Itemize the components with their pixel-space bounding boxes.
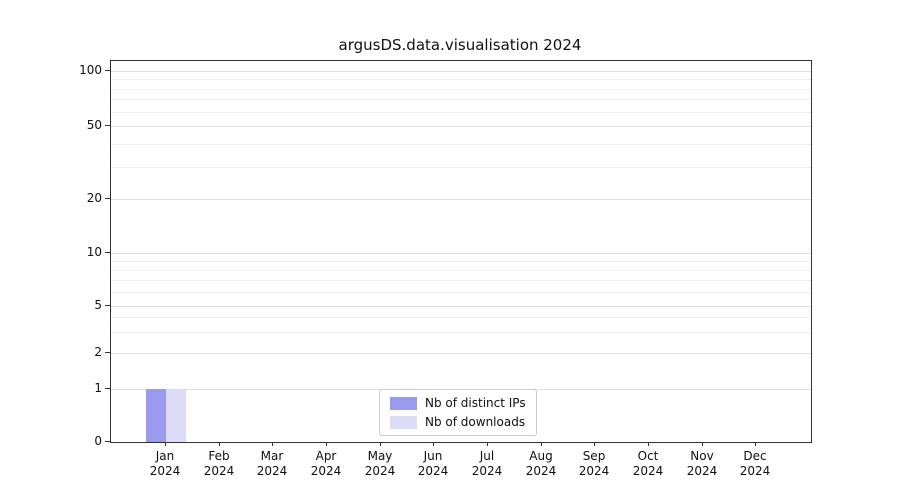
major-gridline bbox=[111, 71, 811, 72]
y-tick-label: 2 bbox=[94, 345, 102, 359]
x-tick-month: Mar bbox=[260, 449, 284, 463]
x-tick-month: Sep bbox=[582, 449, 606, 463]
y-tick-label: 20 bbox=[86, 191, 102, 205]
y-tick-mark bbox=[105, 252, 110, 253]
y-tick-label: 1 bbox=[94, 381, 102, 395]
y-tick-mark bbox=[105, 198, 110, 199]
x-tick-label: Jul 2024 bbox=[459, 449, 515, 479]
x-tick-mark bbox=[594, 442, 595, 446]
x-tick-year: 2024 bbox=[739, 464, 771, 478]
major-gridline bbox=[111, 253, 811, 254]
x-tick-label: Sep 2024 bbox=[566, 449, 622, 479]
x-tick-month: Jan bbox=[155, 449, 175, 463]
legend-label: Nb of distinct IPs bbox=[425, 396, 526, 410]
x-tick-month: Dec bbox=[743, 449, 767, 463]
x-tick-year: 2024 bbox=[471, 464, 503, 478]
y-tick-label: 50 bbox=[86, 118, 102, 132]
x-tick-month: Nov bbox=[690, 449, 714, 463]
y-tick-mark bbox=[105, 388, 110, 389]
legend-entry: Nb of distinct IPs bbox=[390, 396, 526, 410]
x-tick-month: Apr bbox=[315, 449, 337, 463]
x-tick-mark bbox=[755, 442, 756, 446]
x-tick-year: 2024 bbox=[578, 464, 610, 478]
x-tick-mark bbox=[648, 442, 649, 446]
legend-entry: Nb of downloads bbox=[390, 415, 526, 429]
legend-swatch bbox=[390, 415, 417, 429]
y-tick-mark bbox=[105, 305, 110, 306]
x-tick-mark bbox=[219, 442, 220, 446]
x-tick-label: Jun 2024 bbox=[405, 449, 461, 479]
x-tick-year: 2024 bbox=[632, 464, 664, 478]
minor-gridline bbox=[111, 292, 811, 293]
y-tick-mark bbox=[105, 441, 110, 442]
chart-title: argusDS.data.visualisation 2024 bbox=[338, 36, 582, 54]
minor-gridline bbox=[111, 79, 811, 80]
y-tick-mark bbox=[105, 352, 110, 353]
x-tick-label: Oct 2024 bbox=[620, 449, 676, 479]
x-tick-year: 2024 bbox=[310, 464, 342, 478]
x-tick-mark bbox=[165, 442, 166, 446]
plot-area: Nb of distinct IPs Nb of downloads bbox=[110, 60, 812, 443]
minor-gridline bbox=[111, 89, 811, 90]
major-gridline bbox=[111, 306, 811, 307]
x-tick-mark bbox=[272, 442, 273, 446]
x-tick-mark bbox=[541, 442, 542, 446]
x-tick-month: Jun bbox=[423, 449, 443, 463]
bar-nb-of-downloads bbox=[166, 389, 186, 442]
x-tick-year: 2024 bbox=[525, 464, 557, 478]
legend: Nb of distinct IPs Nb of downloads bbox=[379, 389, 537, 436]
x-tick-label: Apr 2024 bbox=[298, 449, 354, 479]
minor-gridline bbox=[111, 167, 811, 168]
x-tick-label: May 2024 bbox=[352, 449, 408, 479]
x-tick-mark bbox=[380, 442, 381, 446]
x-tick-year: 2024 bbox=[256, 464, 288, 478]
y-tick-label: 100 bbox=[79, 63, 102, 77]
y-tick-label: 10 bbox=[86, 245, 102, 259]
x-tick-month: Feb bbox=[208, 449, 230, 463]
x-tick-label: Dec 2024 bbox=[727, 449, 783, 479]
bar-nb-of-distinct-ips bbox=[146, 389, 166, 442]
minor-gridline bbox=[111, 317, 811, 318]
major-gridline bbox=[111, 353, 811, 354]
y-tick-label: 5 bbox=[94, 298, 102, 312]
x-tick-year: 2024 bbox=[417, 464, 449, 478]
minor-gridline bbox=[111, 112, 811, 113]
x-tick-month: Aug bbox=[529, 449, 553, 463]
x-tick-mark bbox=[433, 442, 434, 446]
x-tick-month: Jul bbox=[479, 449, 495, 463]
x-tick-month: Oct bbox=[637, 449, 659, 463]
x-tick-label: Feb 2024 bbox=[191, 449, 247, 479]
minor-gridline bbox=[111, 99, 811, 100]
major-gridline bbox=[111, 199, 811, 200]
x-tick-mark bbox=[702, 442, 703, 446]
x-tick-year: 2024 bbox=[364, 464, 396, 478]
y-tick-label: 0 bbox=[94, 434, 102, 448]
legend-swatch bbox=[390, 396, 417, 410]
x-tick-year: 2024 bbox=[686, 464, 718, 478]
x-tick-label: Aug 2024 bbox=[513, 449, 569, 479]
major-gridline bbox=[111, 126, 811, 127]
y-tick-mark bbox=[105, 125, 110, 126]
x-tick-label: Jan 2024 bbox=[137, 449, 193, 479]
x-tick-year: 2024 bbox=[203, 464, 235, 478]
x-tick-label: Mar 2024 bbox=[244, 449, 300, 479]
x-tick-mark bbox=[326, 442, 327, 446]
x-tick-label: Nov 2024 bbox=[674, 449, 730, 479]
minor-gridline bbox=[111, 261, 811, 262]
x-tick-year: 2024 bbox=[149, 464, 181, 478]
legend-label: Nb of downloads bbox=[425, 415, 526, 429]
x-tick-month: May bbox=[367, 449, 393, 463]
minor-gridline bbox=[111, 270, 811, 271]
minor-gridline bbox=[111, 280, 811, 281]
x-tick-mark bbox=[487, 442, 488, 446]
minor-gridline bbox=[111, 144, 811, 145]
y-tick-mark bbox=[105, 70, 110, 71]
minor-gridline bbox=[111, 332, 811, 333]
